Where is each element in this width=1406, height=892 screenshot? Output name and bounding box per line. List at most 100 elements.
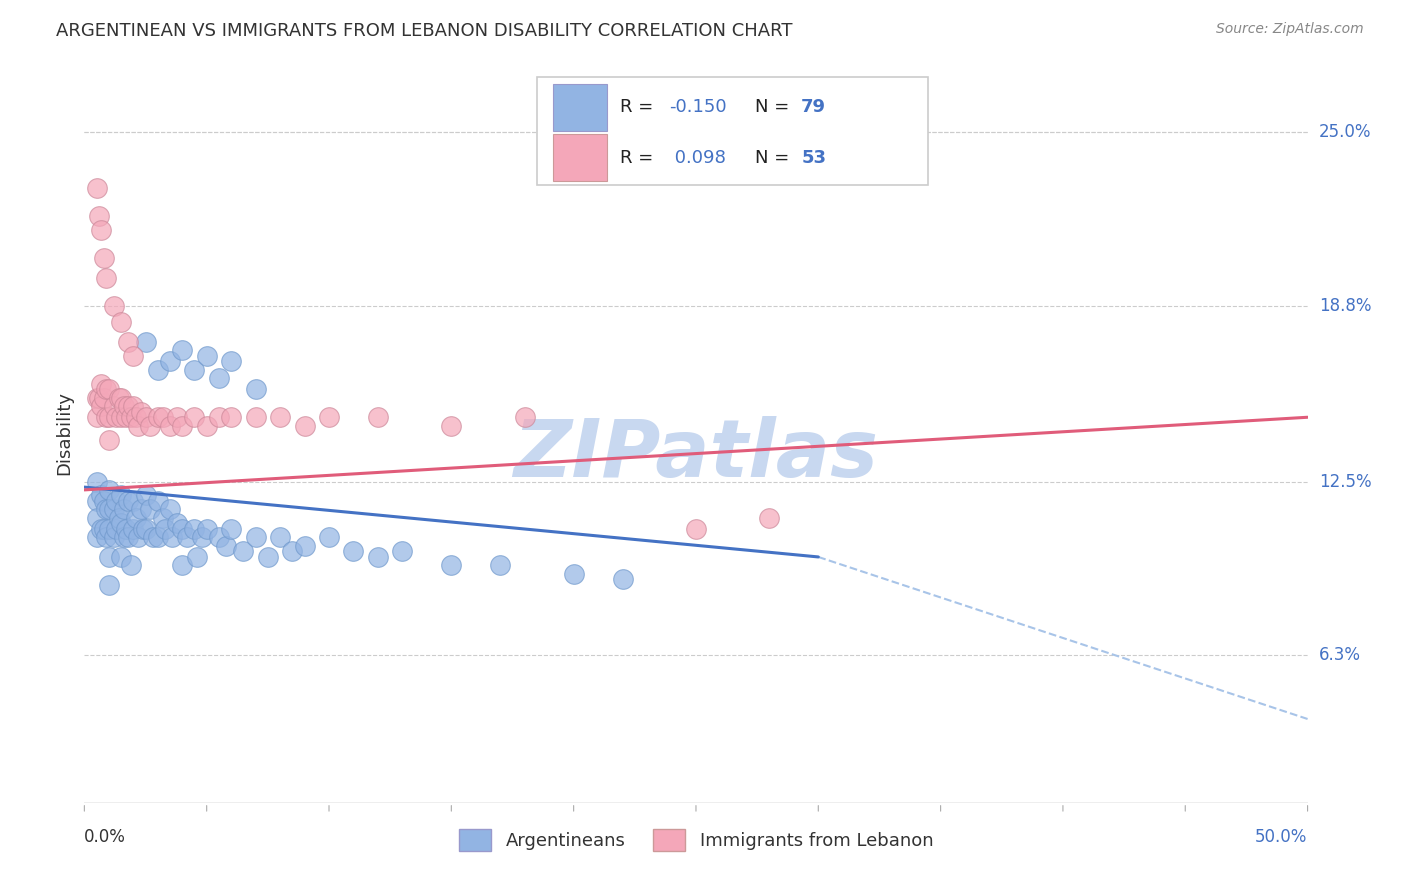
Point: [440, 558, 463, 573]
Text: ARGENTINEAN VS IMMIGRANTS FROM LEBANON DISABILITY CORRELATION CHART: ARGENTINEAN VS IMMIGRANTS FROM LEBANON D…: [56, 22, 793, 40]
Point: [96, 270, 118, 285]
Point: [159, 418, 181, 433]
Point: [103, 502, 125, 516]
Point: [135, 410, 157, 425]
Text: 6.3%: 6.3%: [1319, 646, 1361, 664]
Text: ZIPatlas: ZIPatlas: [513, 416, 879, 494]
Point: [105, 494, 128, 508]
Point: [86, 530, 108, 544]
Point: [318, 530, 340, 544]
FancyBboxPatch shape: [537, 78, 928, 185]
Point: [110, 410, 132, 425]
Point: [153, 522, 176, 536]
Point: [86, 410, 108, 425]
Point: [219, 522, 242, 536]
Point: [97, 502, 120, 516]
Point: [146, 530, 169, 544]
Point: [90, 522, 112, 536]
Point: [172, 558, 194, 573]
Point: [269, 410, 291, 425]
Point: [90, 223, 112, 237]
Point: [191, 530, 214, 544]
Point: [96, 410, 118, 425]
Point: [685, 522, 707, 536]
Point: [219, 354, 242, 368]
Point: [86, 475, 108, 489]
Point: [186, 549, 208, 564]
Point: [90, 399, 112, 413]
Point: [122, 522, 145, 536]
Text: 25.0%: 25.0%: [1319, 123, 1371, 141]
Point: [103, 530, 125, 544]
Text: 53: 53: [801, 149, 827, 167]
Point: [129, 405, 152, 419]
Text: 0.0%: 0.0%: [84, 828, 127, 846]
Point: [110, 549, 132, 564]
Point: [86, 391, 108, 405]
Point: [117, 334, 139, 349]
Text: R =: R =: [620, 98, 659, 116]
Legend: Argentineans, Immigrants from Lebanon: Argentineans, Immigrants from Lebanon: [450, 821, 942, 861]
Point: [90, 376, 112, 391]
Point: [162, 530, 184, 544]
Point: [159, 502, 181, 516]
Point: [86, 494, 108, 508]
Point: [146, 494, 169, 508]
Point: [93, 522, 115, 536]
Point: [172, 418, 194, 433]
Point: [440, 418, 463, 433]
Point: [166, 516, 188, 531]
Point: [166, 410, 188, 425]
Point: [107, 391, 129, 405]
Point: [115, 410, 138, 425]
Point: [367, 410, 389, 425]
Point: [110, 315, 132, 329]
Point: [139, 418, 162, 433]
Point: [110, 488, 132, 502]
Text: -0.150: -0.150: [669, 98, 727, 116]
Point: [208, 410, 231, 425]
Point: [245, 530, 267, 544]
Point: [152, 410, 174, 425]
Point: [86, 511, 108, 525]
Point: [90, 488, 112, 502]
Point: [112, 502, 135, 516]
Point: [120, 558, 142, 573]
Point: [135, 488, 157, 502]
Point: [93, 391, 115, 405]
Point: [97, 549, 120, 564]
Point: [96, 502, 118, 516]
Point: [87, 209, 110, 223]
Point: [758, 511, 780, 525]
Point: [122, 399, 145, 413]
Point: [391, 544, 413, 558]
Point: [87, 391, 110, 405]
Point: [215, 539, 238, 553]
Point: [562, 566, 585, 581]
Point: [93, 251, 115, 265]
Text: 12.5%: 12.5%: [1319, 473, 1371, 491]
Point: [318, 410, 340, 425]
Point: [183, 363, 205, 377]
Point: [208, 530, 231, 544]
Text: 18.8%: 18.8%: [1319, 296, 1371, 315]
Point: [135, 334, 157, 349]
Point: [172, 522, 194, 536]
Point: [139, 502, 162, 516]
Point: [135, 522, 157, 536]
Point: [125, 410, 148, 425]
Point: [129, 502, 152, 516]
Point: [122, 349, 145, 363]
Point: [97, 483, 120, 497]
Point: [367, 549, 389, 564]
Point: [103, 399, 125, 413]
Point: [112, 530, 135, 544]
Point: [132, 522, 155, 536]
Point: [146, 363, 169, 377]
Point: [159, 354, 181, 368]
Point: [146, 410, 169, 425]
Point: [96, 382, 118, 396]
Point: [208, 371, 231, 385]
Y-axis label: Disability: Disability: [55, 391, 73, 475]
Text: 79: 79: [801, 98, 827, 116]
